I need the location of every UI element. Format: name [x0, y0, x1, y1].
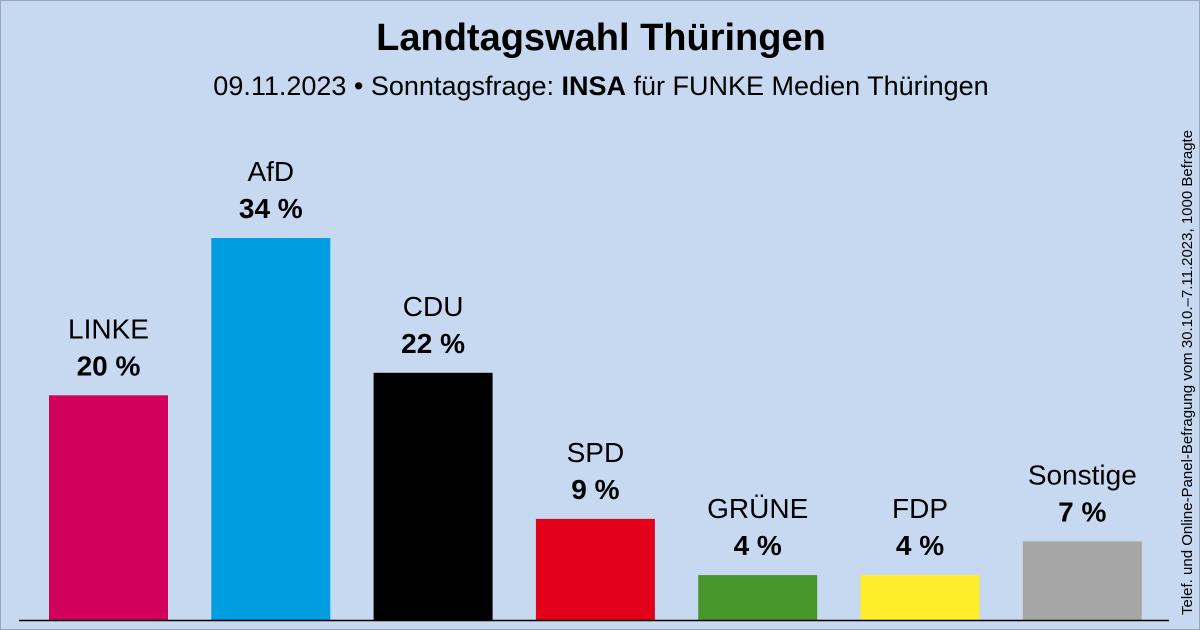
category-label-afd: AfD [247, 156, 294, 187]
category-label-spd: SPD [567, 437, 625, 468]
value-label-gr-ne: 4 % [734, 530, 782, 561]
bar-gr-ne [698, 575, 818, 620]
bar-fdp [860, 575, 980, 620]
value-label-spd: 9 % [571, 474, 619, 505]
category-label-fdp: FDP [892, 493, 948, 524]
chart-subtitle: 09.11.2023 • Sonntagsfrage: INSA für FUN… [1, 71, 1200, 102]
category-label-cdu: CDU [403, 291, 464, 322]
value-label-sonstige: 7 % [1058, 496, 1106, 527]
subtitle-institute: INSA [561, 71, 627, 101]
value-label-cdu: 22 % [401, 328, 465, 359]
bar-sonstige [1022, 541, 1142, 620]
value-label-fdp: 4 % [896, 530, 944, 561]
bar-afd [211, 238, 331, 620]
subtitle-date: 09.11.2023 • Sonntagsfrage: [213, 71, 562, 101]
value-label-linke: 20 % [77, 350, 141, 381]
bar-cdu [373, 372, 493, 620]
chart-title: Landtagswahl Thüringen [376, 17, 826, 59]
category-label-sonstige: Sonstige [1028, 459, 1137, 490]
category-label-linke: LINKE [68, 313, 149, 344]
bar-spd [535, 518, 655, 620]
bar-linke [49, 395, 168, 620]
subtitle-client: für FUNKE Medien Thüringen [626, 71, 989, 101]
source-note: Telef. und Online-Panel-Befragung vom 30… [1179, 129, 1196, 615]
value-label-afd: 34 % [239, 193, 303, 224]
category-label-gr-ne: GRÜNE [707, 493, 808, 524]
